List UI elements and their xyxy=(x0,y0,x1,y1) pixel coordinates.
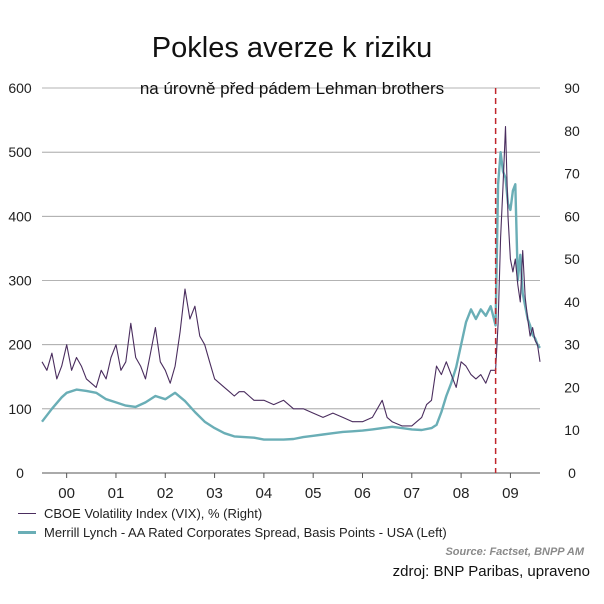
y-right-tick-label: 50 xyxy=(564,251,580,267)
x-tick-label: 06 xyxy=(354,485,371,502)
legend-label-spread: Merrill Lynch - AA Rated Corporates Spre… xyxy=(44,525,447,540)
y-right-tick-label: 10 xyxy=(564,422,580,438)
series-line-vix xyxy=(41,125,541,427)
y-left-tick-label: 600 xyxy=(8,80,32,96)
x-tick-label: 08 xyxy=(453,485,470,502)
legend-item-vix: CBOE Volatility Index (VIX), % (Right) xyxy=(18,506,262,521)
legend-label-vix: CBOE Volatility Index (VIX), % (Right) xyxy=(44,506,263,521)
chart-subtitle: na úrovně před pádem Lehman brothers xyxy=(139,79,445,98)
y-right-tick-label: 0 xyxy=(568,465,576,481)
legend-swatch-spread xyxy=(18,531,36,534)
series-line-spread xyxy=(41,150,541,441)
y-left-tick-label: 400 xyxy=(8,208,32,224)
legend-item-spread: Merrill Lynch - AA Rated Corporates Spre… xyxy=(18,525,447,540)
y-right-tick-label: 40 xyxy=(564,294,580,310)
y-left-tick-label: 0 xyxy=(16,465,24,481)
y-right-tick-label: 60 xyxy=(564,208,580,224)
source-note: Source: Factset, BNPP AM xyxy=(445,546,584,558)
chart-title: Pokles averze k riziku xyxy=(151,32,433,64)
x-tick-label: 05 xyxy=(305,485,322,502)
credit-note: zdroj: BNP Paribas, upraveno xyxy=(392,563,590,580)
y-left-tick-label: 500 xyxy=(8,144,32,160)
legend-swatch-vix xyxy=(18,513,36,514)
y-left-tick-label: 100 xyxy=(8,401,32,417)
y-right-tick-label: 30 xyxy=(564,337,580,353)
x-tick-label: 00 xyxy=(58,485,75,502)
y-left-tick-label: 200 xyxy=(8,337,32,353)
y-right-tick-label: 20 xyxy=(564,379,580,395)
x-tick-label: 01 xyxy=(108,485,125,502)
x-tick-label: 04 xyxy=(256,485,273,502)
x-tick-label: 09 xyxy=(502,485,519,502)
y-right-tick-label: 70 xyxy=(564,166,580,182)
y-right-tick-label: 80 xyxy=(564,123,580,139)
x-tick-label: 02 xyxy=(157,485,174,502)
y-left-tick-label: 300 xyxy=(8,273,32,289)
y-right-tick-label: 90 xyxy=(564,80,580,96)
x-tick-label: 07 xyxy=(403,485,420,502)
x-tick-label: 03 xyxy=(206,485,223,502)
